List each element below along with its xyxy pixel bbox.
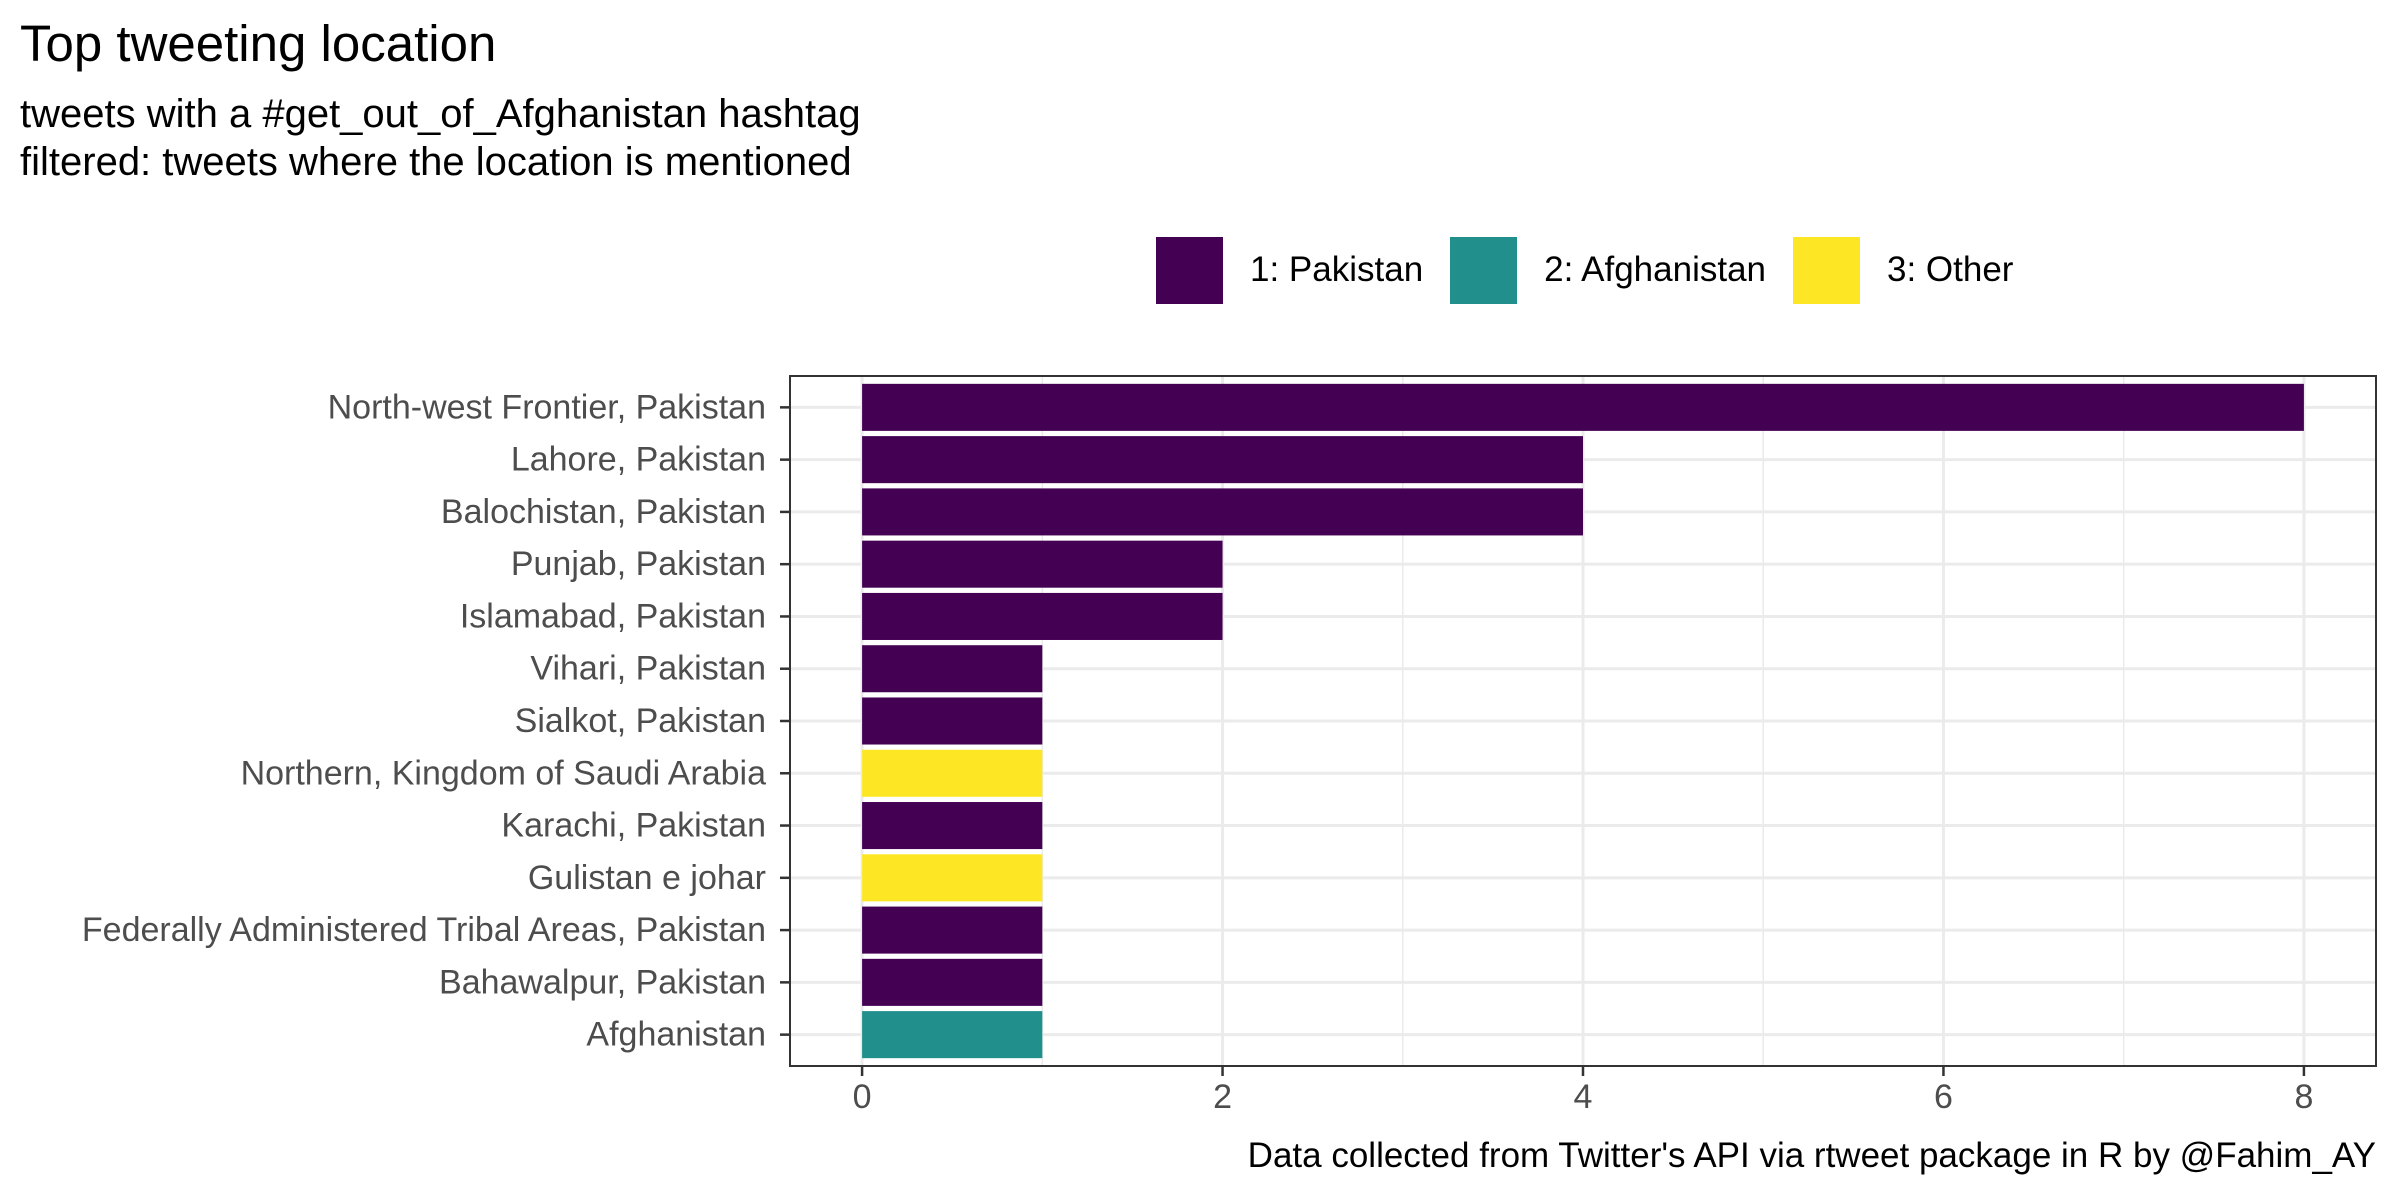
legend-item-other: 3: Other: [1793, 236, 2014, 304]
bar: [862, 958, 1043, 1006]
y-tick-label: Karachi, Pakistan: [501, 807, 766, 845]
legend-item-pakistan: 1: Pakistan: [1156, 236, 1424, 304]
bar: [862, 645, 1043, 693]
y-tick-label: Balochistan, Pakistan: [441, 493, 766, 531]
y-tick-label: Gulistan e johar: [528, 859, 766, 897]
subtitle-line-2: filtered: tweets where the location is m…: [20, 140, 852, 184]
y-tick-label: Bahawalpur, Pakistan: [439, 963, 766, 1001]
legend-key-afghanistan: [1450, 236, 1518, 304]
y-tick-label: Lahore, Pakistan: [511, 441, 766, 479]
y-tick-label: Punjab, Pakistan: [511, 545, 766, 583]
bar: [862, 906, 1043, 954]
chart-subtitle: tweets with a #get_out_of_Afghanistan ha…: [20, 90, 861, 186]
subtitle-line-1: tweets with a #get_out_of_Afghanistan ha…: [20, 92, 861, 136]
bar: [862, 854, 1043, 902]
bar: [862, 592, 1223, 640]
legend-item-afghanistan: 2: Afghanistan: [1450, 236, 1766, 304]
bar: [862, 488, 1583, 536]
bar: [862, 1011, 1043, 1059]
x-tick-label: 0: [853, 1078, 872, 1116]
bar: [862, 540, 1223, 588]
y-tick-label: Islamabad, Pakistan: [460, 597, 766, 635]
bar: [862, 749, 1043, 797]
legend: 1: Pakistan 2: Afghanistan 3: Other: [1156, 236, 2040, 304]
bar: [862, 697, 1043, 745]
chart-caption: Data collected from Twitter's API via rt…: [1247, 1136, 2376, 1175]
y-tick-label: Northern, Kingdom of Saudi Arabia: [241, 754, 767, 792]
y-tick-label: Afghanistan: [586, 1016, 766, 1054]
legend-label-pakistan: 1: Pakistan: [1250, 250, 1424, 289]
y-tick-label: Sialkot, Pakistan: [515, 702, 766, 740]
bar: [862, 802, 1043, 850]
legend-key-pakistan: [1156, 236, 1223, 304]
x-tick-label: 8: [2294, 1078, 2313, 1116]
y-tick-label: North-west Frontier, Pakistan: [328, 388, 766, 426]
x-tick-label: 4: [1574, 1078, 1593, 1116]
x-tick-label: 6: [1934, 1078, 1953, 1116]
y-tick-label: Vihari, Pakistan: [530, 650, 766, 688]
bar: [862, 383, 2304, 431]
legend-label-other: 3: Other: [1887, 250, 2014, 289]
legend-key-other: [1793, 236, 1860, 304]
y-tick-label: Federally Administered Tribal Areas, Pak…: [82, 911, 766, 949]
bar: [862, 436, 1583, 484]
chart-title: Top tweeting location: [20, 15, 497, 72]
legend-label-afghanistan: 2: Afghanistan: [1544, 250, 1766, 289]
x-tick-label: 2: [1213, 1078, 1232, 1116]
